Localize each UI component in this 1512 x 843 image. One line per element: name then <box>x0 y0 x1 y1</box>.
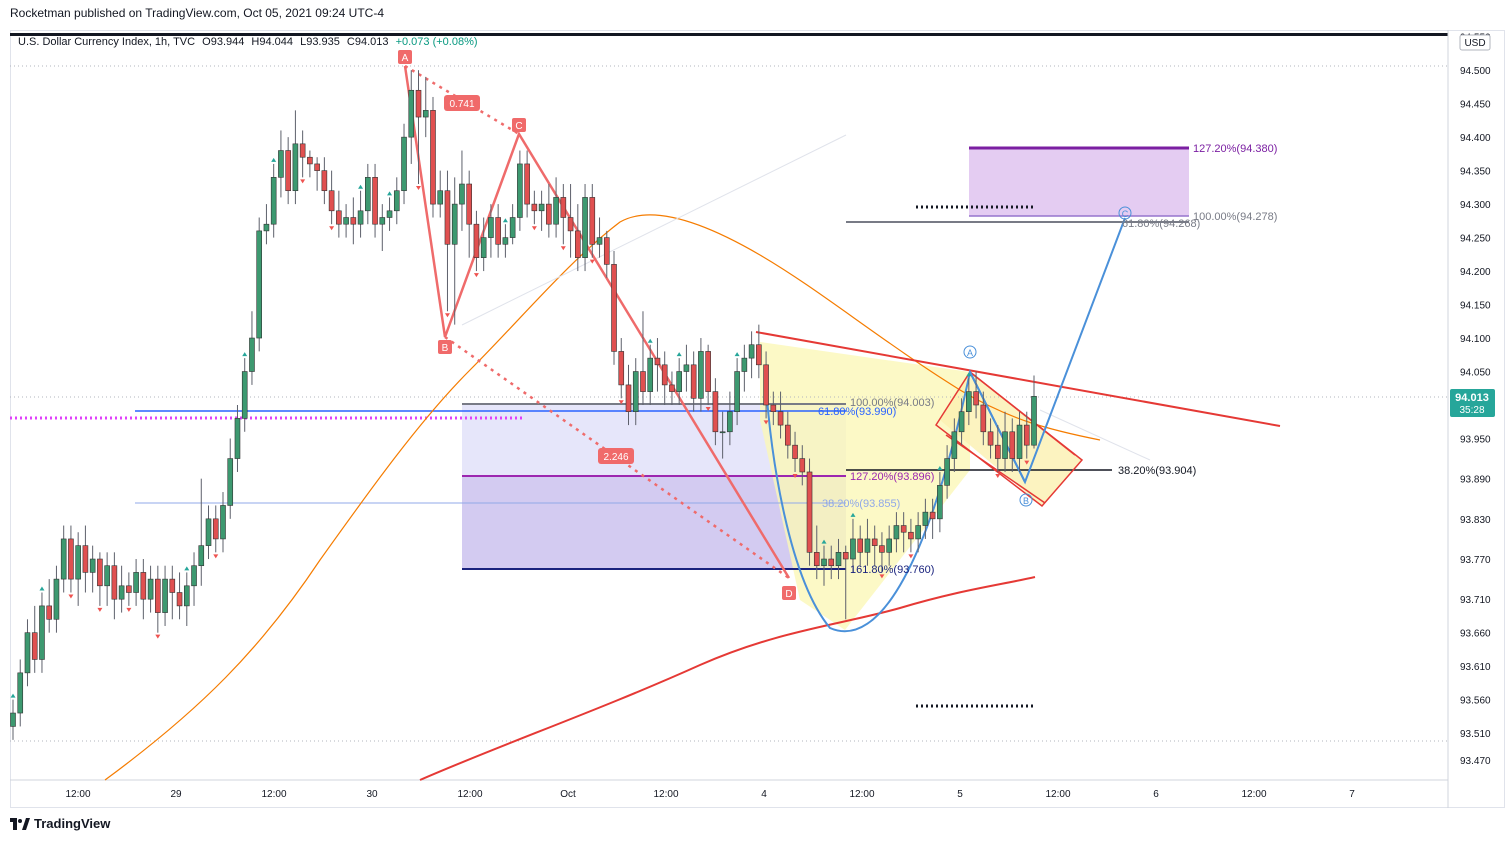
ohlc-change: +0.073 (+0.08%) <box>395 36 478 48</box>
footer-brand: TradingView <box>34 816 111 831</box>
ohlc-low: L93.935 <box>300 36 340 48</box>
symbol-legend: U.S. Dollar Currency Index, 1h, TVC O93.… <box>18 36 482 48</box>
tradingview-logo-icon <box>10 817 30 830</box>
ohlc-open: O93.944 <box>202 36 245 48</box>
chart-frame[interactable] <box>10 30 1505 808</box>
ohlc-high: H94.044 <box>251 36 294 48</box>
tradingview-footer[interactable]: TradingView <box>10 816 110 831</box>
ohlc-close: C94.013 <box>346 36 389 48</box>
symbol-name[interactable]: U.S. Dollar Currency Index, 1h, TVC <box>18 36 196 48</box>
publisher-line: Rocketman published on TradingView.com, … <box>10 6 384 20</box>
